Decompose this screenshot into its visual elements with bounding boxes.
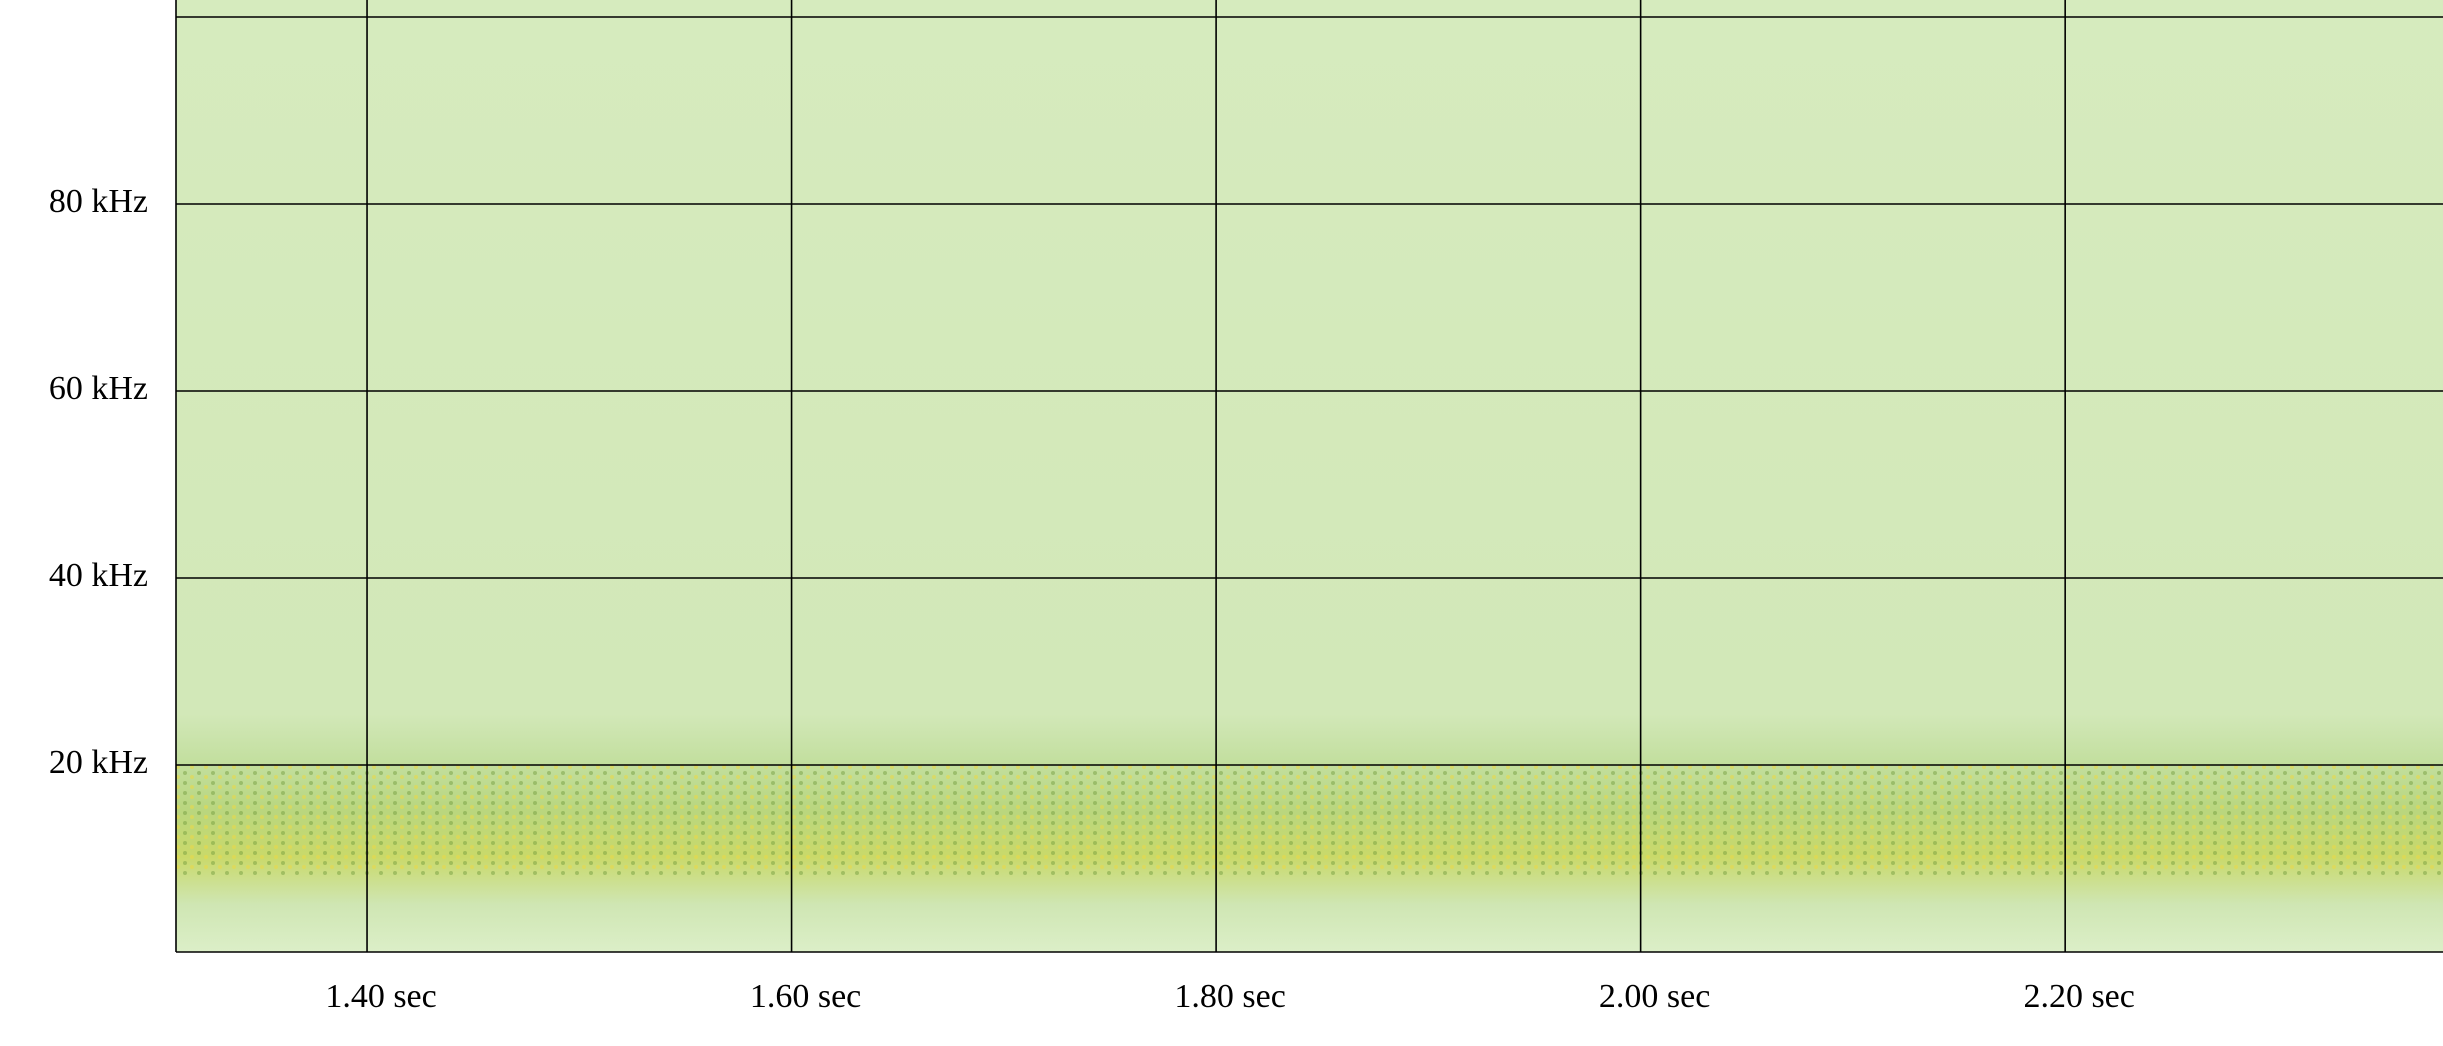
x-tick-label: 2.00 sec [1599,978,1710,1015]
axes: 20 kHz 40 kHz 60 kHz 80 kHz 1.40 sec 1.60 sec… [49,0,2443,1015]
y-tick-label: 60 kHz [49,370,148,407]
x-tick-label: 1.80 sec [1174,978,1285,1015]
noise-band [176,765,2443,875]
x-tick-label: 1.60 sec [750,978,861,1015]
y-tick-label: 20 kHz [49,744,148,781]
x-tick-label: 2.20 sec [2023,978,2134,1015]
y-tick-label: 40 kHz [49,557,148,594]
x-tick-label: 1.40 sec [325,978,436,1015]
y-tick-label: 80 kHz [49,183,148,220]
